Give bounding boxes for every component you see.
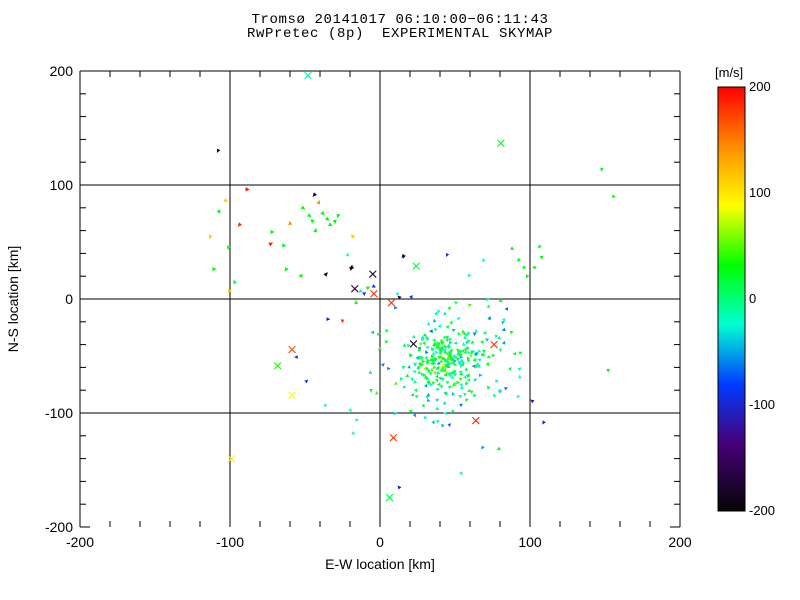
svg-text:0: 0 bbox=[65, 291, 73, 307]
svg-text:-100: -100 bbox=[45, 405, 73, 421]
svg-text:0: 0 bbox=[749, 291, 756, 306]
svg-text:-100: -100 bbox=[216, 534, 244, 550]
svg-text:-200: -200 bbox=[45, 519, 73, 535]
svg-text:-200: -200 bbox=[749, 503, 775, 518]
svg-text:200: 200 bbox=[50, 63, 74, 79]
svg-text:100: 100 bbox=[50, 177, 74, 193]
svg-text:[m/s]: [m/s] bbox=[715, 65, 743, 80]
svg-text:-100: -100 bbox=[749, 397, 775, 412]
svg-text:100: 100 bbox=[749, 185, 771, 200]
svg-text:E-W location [km]: E-W location [km] bbox=[325, 556, 435, 572]
svg-text:200: 200 bbox=[749, 79, 771, 94]
svg-text:100: 100 bbox=[518, 534, 542, 550]
svg-text:200: 200 bbox=[668, 534, 692, 550]
svg-text:-200: -200 bbox=[66, 534, 94, 550]
svg-text:N-S location [km]: N-S location [km] bbox=[5, 246, 21, 353]
svg-text:0: 0 bbox=[376, 534, 384, 550]
